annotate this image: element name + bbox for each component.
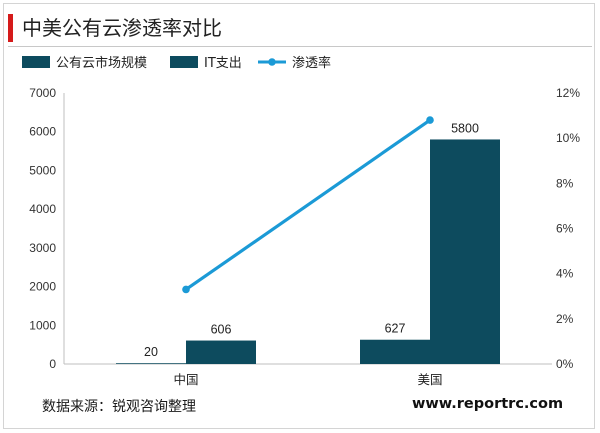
- legend-swatch-it-spend: [170, 56, 198, 68]
- y-right-tick-label: 0%: [556, 357, 574, 371]
- y-left-tick-label: 4000: [29, 202, 56, 216]
- bar-data-label: 20: [144, 345, 158, 359]
- y-right-tick-label: 6%: [556, 222, 574, 236]
- y-left-tick-label: 6000: [29, 125, 56, 139]
- bar-data-label: 606: [211, 323, 232, 337]
- y-left-tick-label: 5000: [29, 163, 56, 177]
- legend-marker-penetration: [268, 58, 276, 66]
- data-source: 数据来源：锐观咨询整理: [42, 399, 196, 415]
- x-category-label: 中国: [173, 372, 198, 387]
- y-right-tick-label: 2%: [556, 312, 574, 326]
- title-accent-bar: [8, 14, 13, 42]
- y-right-tick-label: 8%: [556, 176, 574, 190]
- y-left-tick-label: 2000: [29, 280, 56, 294]
- title-divider: [8, 46, 592, 47]
- website-url: www.reportrc.com: [412, 396, 564, 412]
- y-left-tick-label: 1000: [29, 318, 56, 332]
- y-left-tick-label: 3000: [29, 241, 56, 255]
- y-right-tick-label: 12%: [556, 86, 580, 100]
- y-left-tick-label: 7000: [29, 86, 56, 100]
- penetration-rate-line: [185, 118, 431, 291]
- penetration-rate-point: [426, 116, 434, 124]
- legend-label-it-spend: IT支出: [204, 56, 242, 71]
- legend-label-public-cloud: 公有云市场规模: [56, 55, 147, 71]
- chart-title: 中美公有云渗透率对比: [22, 16, 222, 40]
- x-category-label: 美国: [417, 372, 442, 387]
- legend-swatch-public-cloud: [22, 56, 50, 68]
- bar-public-cloud: [116, 363, 186, 364]
- y-right-tick-label: 4%: [556, 267, 574, 281]
- bar-public-cloud: [360, 339, 430, 364]
- bar-it-spend: [186, 340, 256, 364]
- y-left-tick-label: 0: [49, 357, 56, 371]
- y-right-tick-label: 10%: [556, 131, 580, 145]
- bar-it-spend: [430, 139, 500, 364]
- legend-label-penetration: 渗透率: [292, 55, 331, 71]
- bar-data-label: 627: [385, 322, 406, 336]
- penetration-rate-point: [182, 285, 190, 294]
- bar-data-label: 5800: [451, 121, 479, 135]
